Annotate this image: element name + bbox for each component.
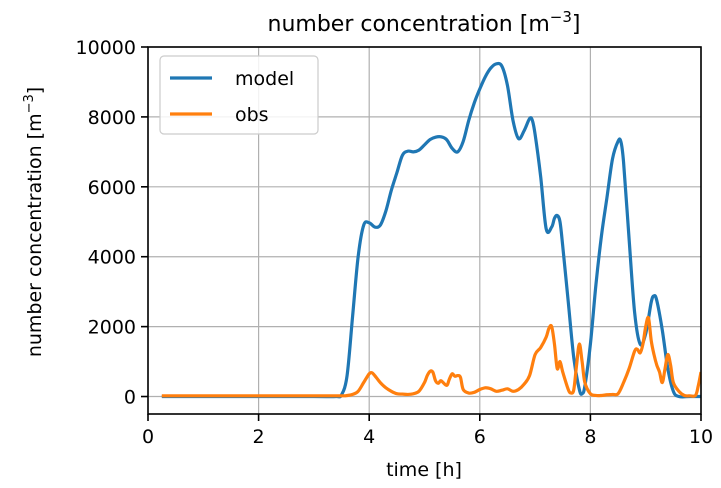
chart-title-sup: −3 [550,8,572,26]
y-tick-label: 4000 [88,247,136,269]
chart-title-main: number concentration [m [268,12,550,37]
axes-layer: 0 2 4 6 8 10 0 2000 4000 6000 8000 10000 [76,37,714,448]
y-axis-label: number concentration [m−3] [22,87,46,357]
y-axis-label-main: number concentration [m [24,113,46,357]
chart-title: number concentration [m−3] [268,8,581,37]
y-tick-label: 8000 [88,107,136,129]
legend: model obs [159,55,319,135]
x-tick-label: 0 [142,426,154,448]
y-axis-label-sup: −3 [22,94,37,113]
plot-frame [147,46,702,415]
series-line-model [161,61,701,399]
series-line-obs [161,315,701,398]
x-axis-label: time [h] [386,459,462,481]
x-tick-label: 8 [584,426,596,448]
x-tick-label: 10 [689,426,713,448]
x-tick-label: 6 [474,426,486,448]
x-tick-label: 4 [363,426,375,448]
y-tick-label: 6000 [88,177,136,199]
y-tick-label: 0 [124,387,136,409]
legend-label-obs: obs [235,104,269,126]
series-layer [161,61,701,399]
y-axis-label-end: ] [24,87,46,94]
y-tick-label: 10000 [76,37,136,59]
y-tick-label: 2000 [88,317,136,339]
x-tick-label: 2 [253,426,265,448]
legend-label-model: model [235,68,294,90]
chart-title-end: ] [572,12,581,37]
